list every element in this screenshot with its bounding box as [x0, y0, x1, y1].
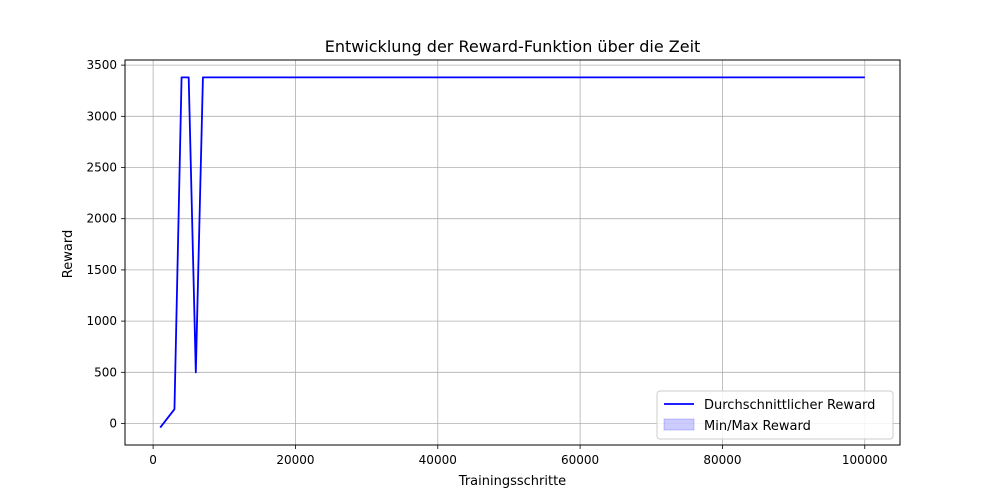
- x-tick-label: 60000: [561, 453, 599, 467]
- x-tick-label: 80000: [703, 453, 741, 467]
- min-max-band: [159, 76, 865, 428]
- x-tick-label: 20000: [276, 453, 314, 467]
- y-tick-label: 3500: [86, 58, 117, 72]
- y-tick-label: 2500: [86, 161, 117, 175]
- y-axis-label: Reward: [61, 230, 76, 278]
- series-line-layer: [159, 76, 865, 429]
- legend-box: [656, 390, 894, 440]
- y-tick-label: 0: [109, 416, 117, 430]
- x-axis-label: Trainingsschritte: [458, 474, 566, 489]
- y-axis-ticks: 0 500 1000 1500 2000 2500 3000 3500: [86, 58, 125, 430]
- legend-label-average: Durchschnittlicher Reward: [704, 398, 875, 413]
- average-reward-line: [159, 76, 865, 429]
- plot-frame: [124, 59, 901, 446]
- y-tick-label: 500: [94, 365, 117, 379]
- x-tick-label: 0: [149, 453, 157, 467]
- min-max-band-layer: [159, 76, 865, 428]
- x-tick-label: 40000: [419, 453, 457, 467]
- legend: Durchschnittlicher Reward Min/Max Reward: [656, 390, 894, 440]
- legend-label-min-max: Min/Max Reward: [704, 419, 811, 434]
- y-tick-label: 3000: [86, 109, 117, 123]
- y-tick-label: 1000: [86, 314, 117, 328]
- grid: [125, 60, 900, 445]
- chart-title: Entwicklung der Reward-Funktion über die…: [325, 37, 701, 56]
- x-axis-ticks: 0 20000 40000 60000 80000 100000: [149, 445, 888, 467]
- x-tick-label: 100000: [842, 453, 888, 467]
- y-tick-label: 1500: [86, 263, 117, 277]
- y-tick-label: 2000: [86, 212, 117, 226]
- legend-band-swatch: [663, 418, 695, 431]
